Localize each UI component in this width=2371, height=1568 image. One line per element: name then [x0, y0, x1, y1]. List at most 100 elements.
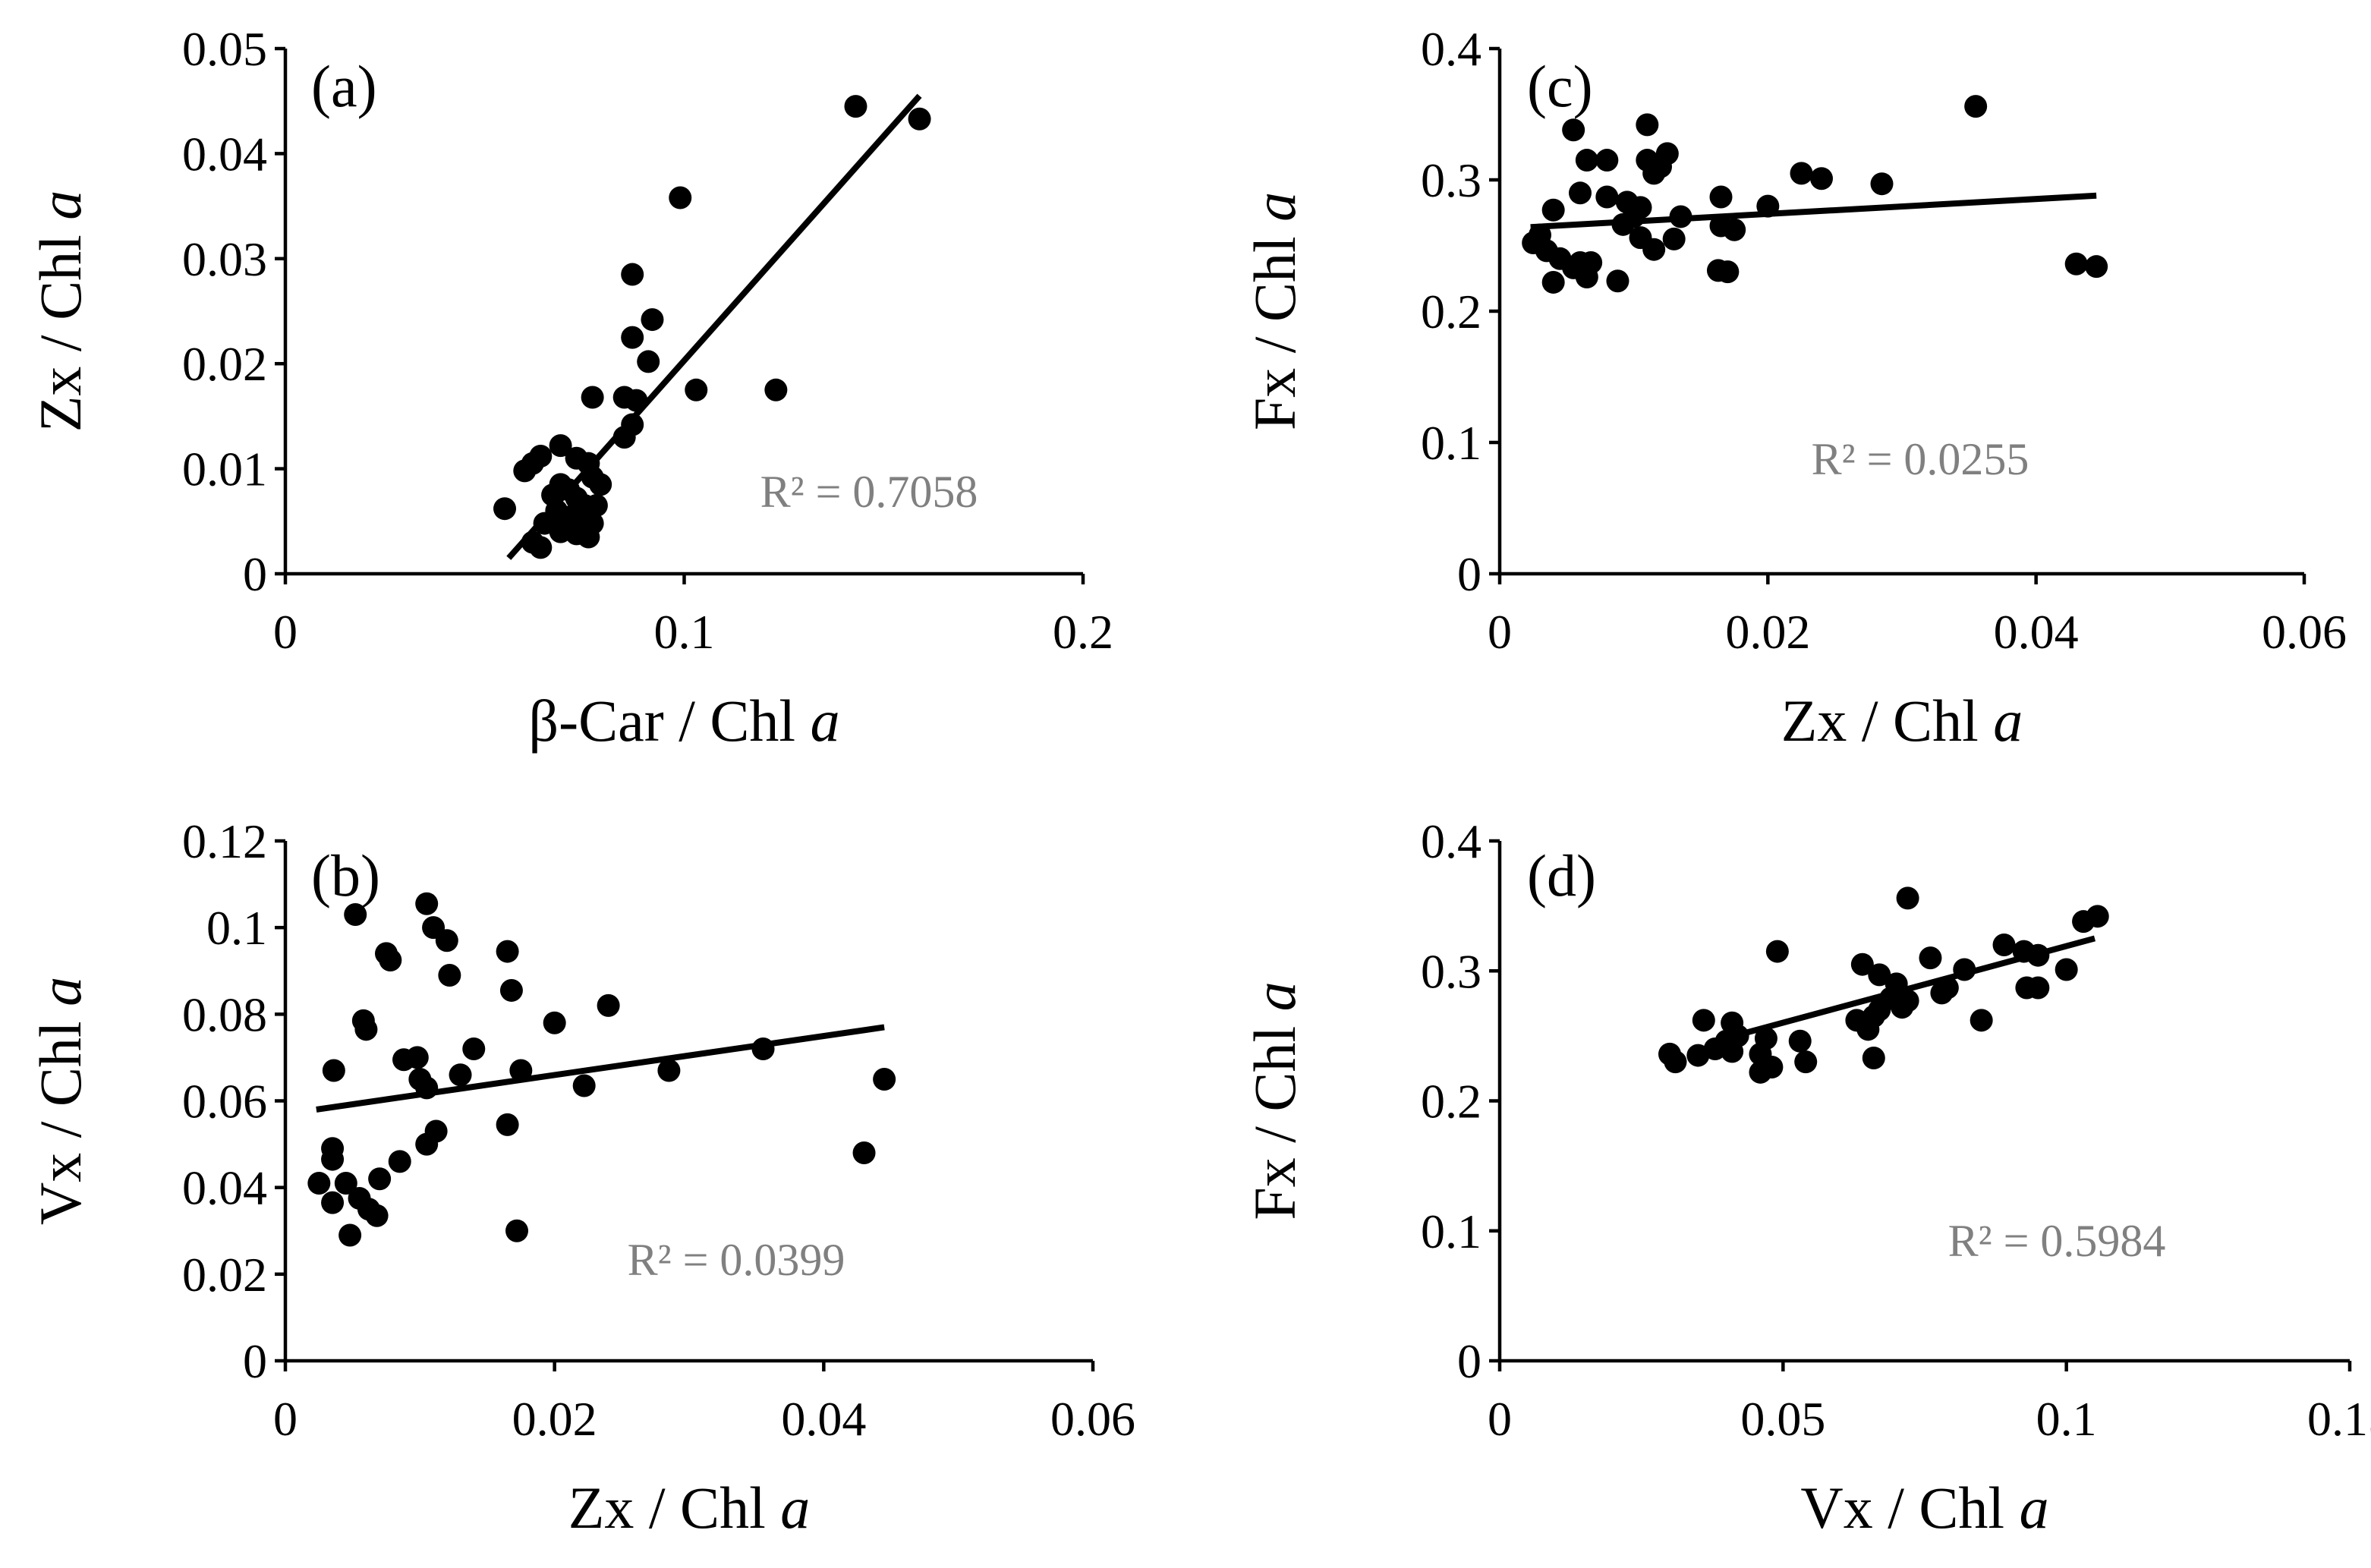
data-point: [657, 1059, 681, 1082]
data-point: [908, 107, 931, 131]
y-tick-label: 0.3: [1421, 944, 1481, 998]
data-point: [1706, 259, 1730, 282]
data-point: [1992, 934, 2016, 956]
x-tick-label: 0.02: [1725, 605, 1810, 659]
x-axis-label-text: Vx / Chl: [1800, 1475, 2019, 1541]
y-tick-label: 0.3: [1421, 153, 1481, 207]
panel-label: (d): [1527, 842, 1596, 908]
y-tick-label: 0.1: [1421, 416, 1481, 470]
data-point: [435, 929, 458, 952]
data-point: [2026, 976, 2050, 1000]
x-tick-label: 0.05: [1740, 1392, 1825, 1446]
trendline: [1530, 192, 2097, 231]
y-tick-label: 0.08: [182, 987, 267, 1041]
trendline: [316, 1024, 885, 1113]
data-point: [1970, 1009, 1993, 1032]
data-point: [1721, 1040, 1744, 1063]
data-point: [462, 1037, 486, 1060]
x-axis-label-italic: a: [1993, 688, 2023, 754]
data-point: [844, 95, 867, 118]
data-point: [493, 497, 517, 521]
data-point: [496, 1113, 519, 1136]
data-point: [1595, 185, 1619, 209]
data-point: [852, 1141, 876, 1164]
data-point: [1964, 95, 1988, 118]
x-tick-label: 0.06: [2262, 605, 2347, 659]
x-axis-label-italic: a: [811, 688, 840, 754]
data-point: [1868, 963, 1891, 987]
data-point: [543, 1011, 566, 1034]
data-point: [415, 892, 439, 915]
data-point: [621, 263, 644, 286]
data-point: [1850, 952, 1874, 976]
x-tick-label: 0.1: [654, 605, 715, 659]
data-point: [1810, 167, 1833, 190]
data-point: [581, 386, 604, 409]
data-point: [1919, 946, 1942, 970]
x-tick-label: 0: [273, 605, 298, 659]
data-point: [1541, 198, 1565, 222]
panel-label: (a): [311, 53, 377, 119]
data-point: [1749, 1060, 1772, 1084]
y-tick-label: 0.4: [1421, 814, 1481, 868]
data-point: [1856, 1018, 1880, 1041]
data-point: [584, 494, 608, 518]
trendline: [506, 93, 922, 560]
data-point: [321, 1148, 345, 1171]
y-tick-label: 0: [1457, 1334, 1481, 1388]
trendline: [1714, 935, 2096, 1044]
data-point: [334, 1171, 357, 1195]
data-point: [1562, 118, 1585, 142]
data-point: [597, 993, 620, 1017]
data-point: [873, 1067, 896, 1091]
data-point: [1709, 185, 1733, 209]
data-point: [2072, 910, 2095, 934]
data-point: [1723, 218, 1746, 241]
data-point: [2085, 255, 2108, 279]
data-point: [1765, 940, 1789, 963]
x-tick-label: 0: [273, 1392, 298, 1446]
data-point: [1794, 1050, 1818, 1074]
y-axis-label: Fx / Chl a: [1242, 981, 1308, 1220]
data-point: [685, 378, 708, 401]
data-point: [438, 963, 461, 987]
y-axis-label-italic: a: [1242, 981, 1308, 1011]
data-point: [529, 536, 553, 559]
data-point: [1606, 269, 1629, 293]
data-point: [1896, 886, 1919, 910]
data-point: [521, 452, 544, 475]
data-point: [449, 1063, 472, 1087]
data-point: [2055, 958, 2078, 981]
data-point: [1642, 238, 1666, 261]
chart-panel-b: 0 0.02 0.04 0.06 0.08 0.1 0.12 0 0.02 0.04 0.06 Zx …: [27, 814, 1135, 1541]
y-tick-label: 0: [1457, 547, 1481, 601]
data-point: [354, 1018, 378, 1041]
r-squared-label: R² = 0.0255: [1812, 434, 2029, 484]
y-tick-label: 0.02: [182, 1248, 267, 1302]
x-axis-label: Zx / Chl a: [1781, 688, 2023, 754]
y-tick-label: 0.05: [182, 22, 267, 76]
y-tick-label: 0.04: [182, 127, 267, 181]
data-point: [1790, 162, 1813, 185]
r-squared-label: R² = 0.5984: [1948, 1216, 2166, 1266]
x-tick-label: 0.04: [781, 1392, 866, 1446]
data-point: [405, 1046, 429, 1069]
data-point: [1870, 172, 1894, 196]
y-axis-label-text: Fx / Chl: [1242, 222, 1308, 430]
y-tick-label: 0.02: [182, 337, 267, 391]
y-tick-label: 0.4: [1421, 22, 1481, 76]
y-axis-label-italic: a: [27, 977, 93, 1006]
data-point: [1662, 227, 1686, 250]
data-point: [415, 1132, 439, 1156]
y-tick-label: 0.06: [182, 1075, 267, 1129]
data-point: [1862, 1046, 1885, 1069]
data-point: [2064, 252, 2088, 276]
data-point: [1595, 149, 1619, 172]
data-point: [1930, 981, 1954, 1005]
data-point: [1664, 1050, 1687, 1074]
x-tick-label: 0.1: [2036, 1392, 2097, 1446]
data-point: [1891, 996, 1914, 1019]
